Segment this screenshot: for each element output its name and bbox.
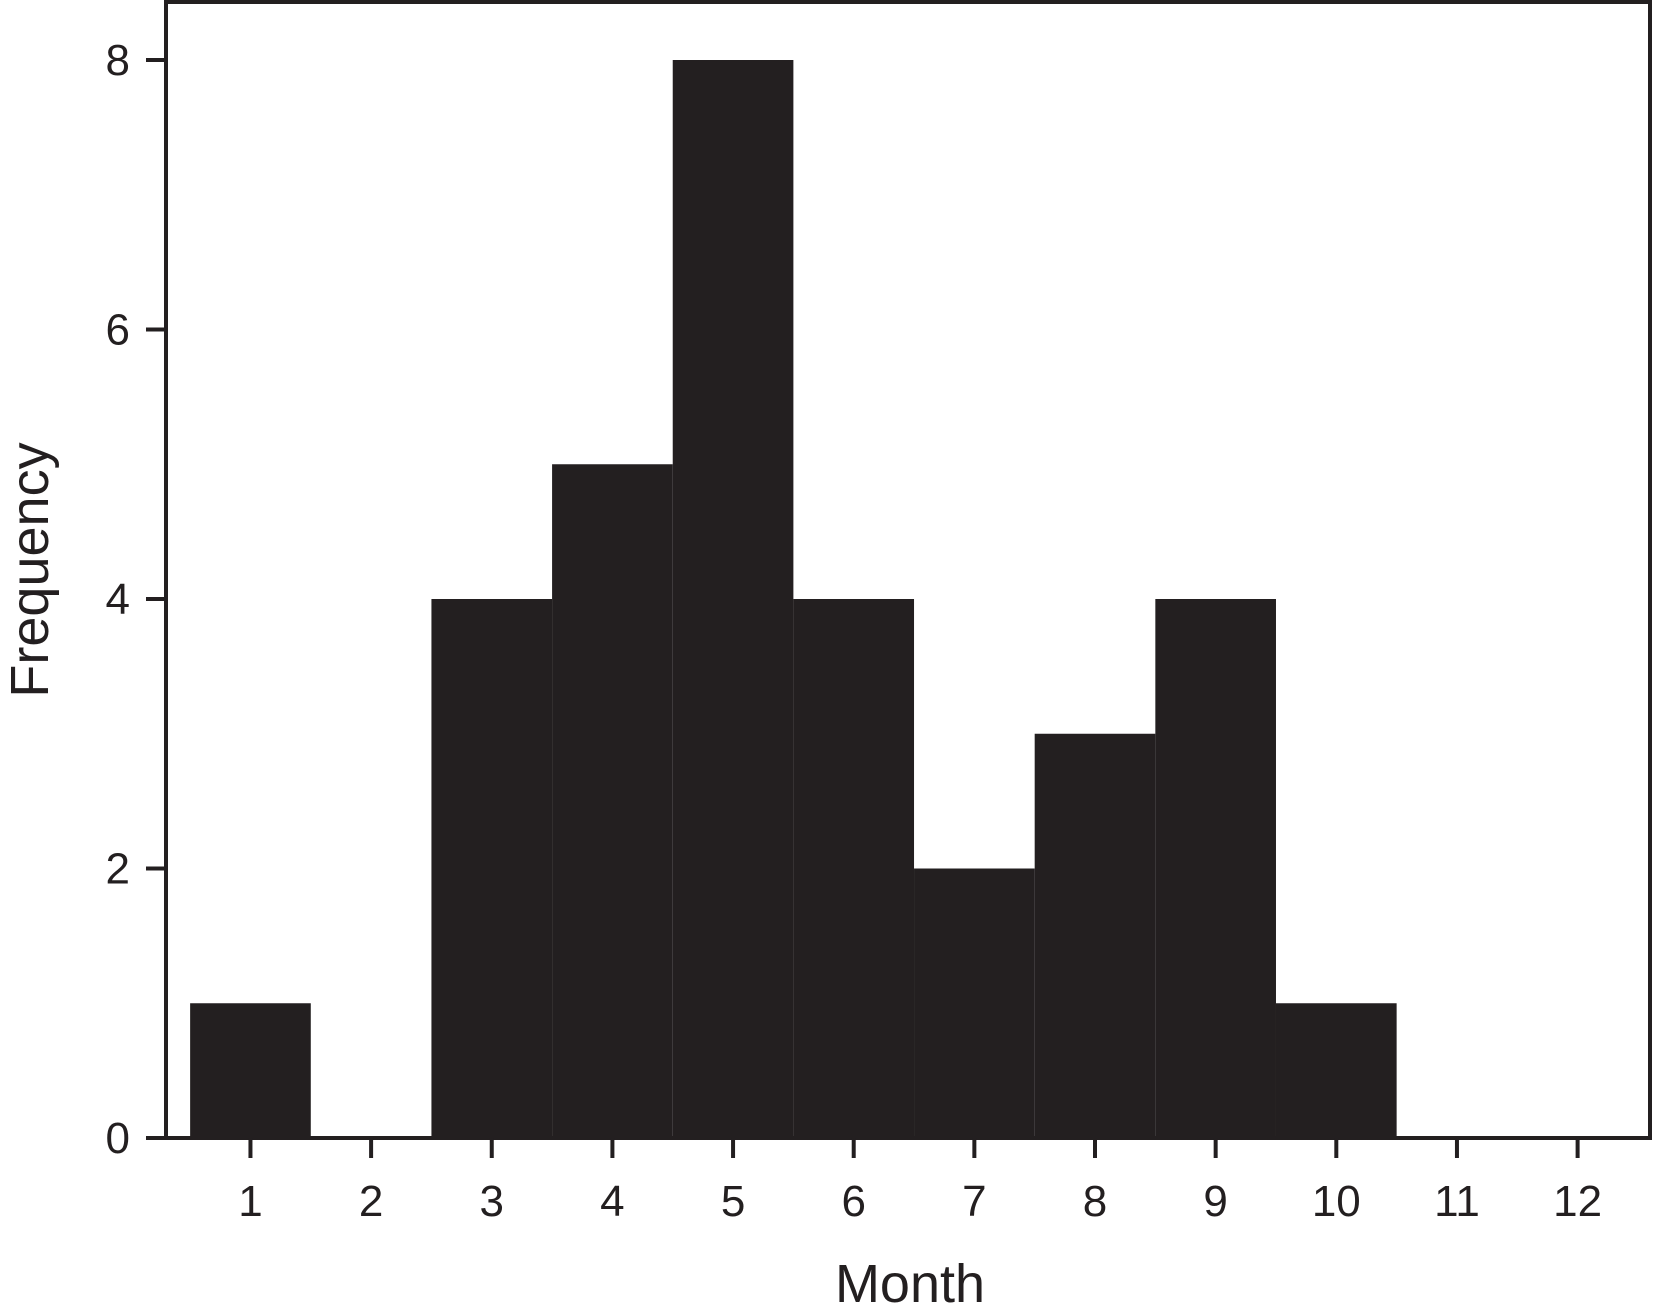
y-tick-label-2: 2 bbox=[106, 845, 130, 894]
bar-month-7 bbox=[914, 868, 1035, 1138]
x-tick-label-7: 7 bbox=[962, 1177, 986, 1226]
x-tick-label-4: 4 bbox=[600, 1177, 624, 1226]
x-tick-label-2: 2 bbox=[359, 1177, 383, 1226]
bars-group bbox=[190, 60, 1397, 1138]
x-axis-title: Month bbox=[835, 1254, 985, 1314]
plot-frame bbox=[164, 0, 1652, 1140]
y-axis: 0 2 4 6 8 bbox=[106, 36, 166, 1163]
bar-month-9 bbox=[1155, 599, 1276, 1138]
y-tick-label-6: 6 bbox=[106, 306, 130, 355]
bar-month-1 bbox=[190, 1003, 311, 1138]
y-tick-label-4: 4 bbox=[106, 575, 130, 624]
y-tick-label-0: 0 bbox=[106, 1114, 130, 1163]
x-tick-label-10: 10 bbox=[1312, 1177, 1361, 1226]
bar-month-6 bbox=[793, 599, 915, 1138]
x-tick-label-1: 1 bbox=[238, 1177, 262, 1226]
x-tick-label-3: 3 bbox=[480, 1177, 504, 1226]
x-tick-label-6: 6 bbox=[841, 1177, 865, 1226]
x-axis: 1 2 3 4 5 6 7 8 9 10 11 12 bbox=[238, 1138, 1602, 1226]
bar-month-3 bbox=[431, 599, 553, 1138]
y-tick-label-8: 8 bbox=[106, 36, 130, 85]
y-axis-title: Frequency bbox=[0, 442, 60, 697]
x-tick-label-11: 11 bbox=[1434, 1177, 1480, 1226]
x-tick-label-8: 8 bbox=[1083, 1177, 1107, 1226]
x-tick-label-12: 12 bbox=[1553, 1177, 1602, 1226]
bar-month-8 bbox=[1034, 733, 1156, 1138]
bar-month-4 bbox=[552, 464, 673, 1138]
bar-month-5 bbox=[672, 60, 794, 1138]
bar-month-10 bbox=[1275, 1003, 1397, 1138]
x-tick-label-9: 9 bbox=[1203, 1177, 1227, 1226]
x-tick-label-5: 5 bbox=[721, 1177, 745, 1226]
